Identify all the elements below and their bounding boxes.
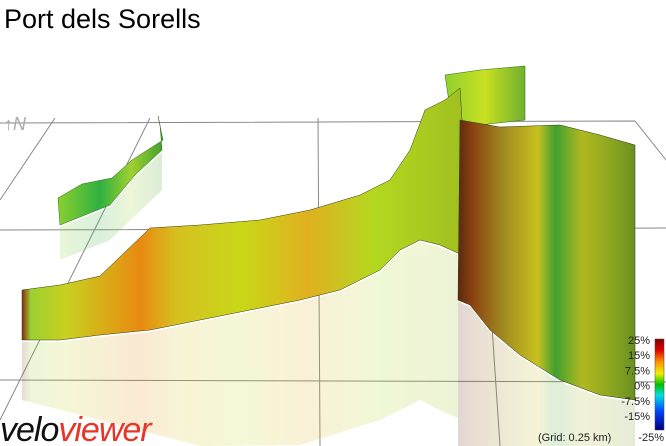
grid-note: (Grid: 0.25 km) bbox=[538, 432, 611, 444]
logo: veloviewer bbox=[0, 411, 153, 446]
compass: ↑N bbox=[4, 114, 27, 134]
legend-label: 7.5% bbox=[625, 365, 650, 377]
route-wall bbox=[457, 119, 636, 401]
title: Port dels Sorells bbox=[4, 4, 201, 34]
legend-label: -15% bbox=[624, 411, 650, 423]
legend-label: -7.5% bbox=[621, 396, 650, 408]
legend: 25% 15% 7.5% 0% -7.5% -15% -25% bbox=[621, 335, 664, 444]
legend-label: 0% bbox=[634, 381, 650, 393]
legend-label: 25% bbox=[628, 335, 650, 347]
route-back bbox=[57, 115, 164, 226]
legend-label: -25% bbox=[638, 432, 664, 444]
legend-label: 15% bbox=[628, 350, 650, 362]
reflection bbox=[22, 152, 635, 446]
legend-scale bbox=[654, 338, 665, 431]
